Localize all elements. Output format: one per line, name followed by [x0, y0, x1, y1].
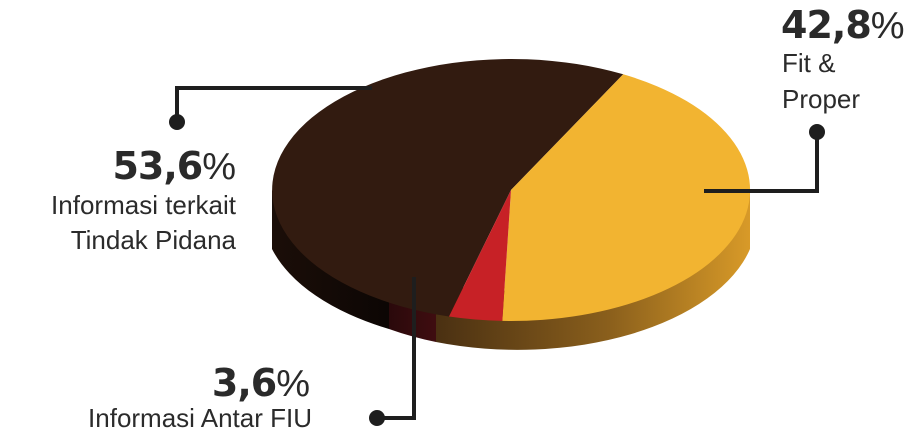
slice-value-fit-proper: 42,8%	[781, 6, 905, 45]
slice-value-unit: %	[276, 363, 310, 405]
slice-value-unit: %	[202, 146, 236, 188]
pie-slice-tindak-pidana	[272, 59, 624, 317]
slice-value-number: 53,6	[112, 144, 203, 188]
slice-label-fit-proper-line2: Proper	[782, 84, 861, 114]
slice-value-tindak-pidana: 53,6%	[96, 147, 236, 186]
slice-label-tindak-pidana-line2: Tindak Pidana	[70, 225, 236, 255]
slice-label-tindak-pidana-line1: Informasi terkait	[51, 190, 236, 220]
leader-line-tindak-pidana	[175, 86, 372, 122]
pie-slice-antar-fiu	[449, 190, 511, 321]
slice-value-number: 3,6	[211, 361, 277, 405]
leader-dot-antar-fiu	[369, 410, 385, 426]
pie-slice-fit-proper	[502, 74, 751, 321]
slice-label-antar-fiu: Informasi Antar FIU	[88, 403, 312, 433]
slice-label-fit-proper-line1: Fit &	[782, 48, 836, 78]
slice-value-number: 42,8	[781, 3, 872, 47]
pie-top-faces	[272, 59, 751, 321]
leader-dot-tindak-pidana	[169, 114, 185, 130]
leader-dot-fit-proper	[809, 124, 825, 140]
leader-line-fit-proper	[704, 132, 819, 193]
slice-value-unit: %	[870, 5, 905, 47]
leader-line-antar-fiu	[377, 277, 416, 420]
slice-value-antar-fiu: 3,6%	[200, 364, 310, 403]
